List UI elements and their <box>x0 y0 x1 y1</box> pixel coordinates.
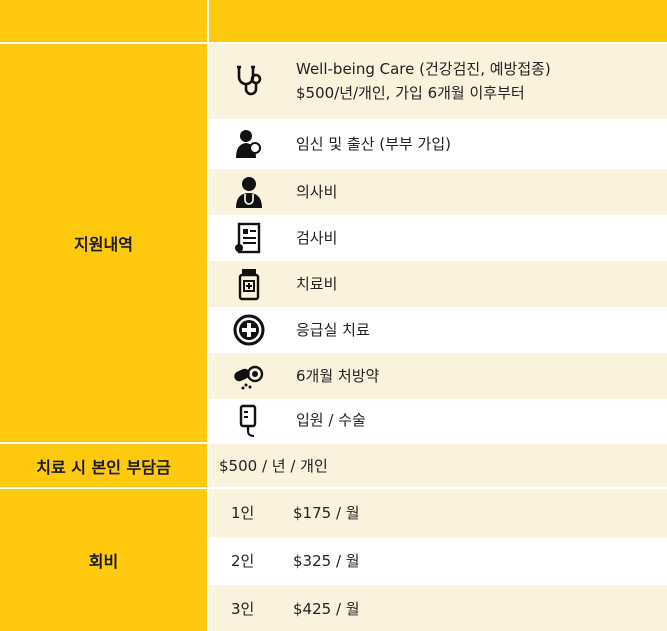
benefit-row-wellbeing: Well-being Care (건강검진, 예방접종) $500/년/개인, … <box>209 44 667 119</box>
benefit-wellbeing-line2: $500/년/개인, 가입 6개월 이후부터 <box>296 84 525 102</box>
benefit-hospital-text: 입원 / 수술 <box>296 411 366 429</box>
deductible-value: $500 / 년 / 개인 <box>219 457 328 475</box>
fees-label-cell: 회비 <box>0 489 207 631</box>
benefit-row-emergency: 응급실 치료 <box>209 307 667 353</box>
header-right-cell <box>209 0 667 42</box>
benefit-row-prescription: 6개월 처방약 <box>209 353 667 399</box>
stethoscope-icon <box>229 61 269 101</box>
iv-bag-icon <box>229 401 269 441</box>
deductible-row: $500 / 년 / 개인 <box>209 444 667 487</box>
benefit-row-doctor: 의사비 <box>209 169 667 215</box>
benefits-label-cell: 지원내역 <box>0 44 207 442</box>
benefit-row-tests: 검사비 <box>209 215 667 261</box>
fee-price-1: $175 / 월 <box>293 504 360 522</box>
benefit-wellbeing-line1: Well-being Care (건강검진, 예방접종) <box>296 60 551 78</box>
doctor-icon <box>229 172 269 212</box>
benefit-row-pregnancy: 임신 및 출산 (부부 가입) <box>209 119 667 169</box>
benefit-tests-text: 검사비 <box>296 229 338 247</box>
fee-price-2: $325 / 월 <box>293 552 360 570</box>
medical-cross-icon <box>229 310 269 350</box>
header-left-cell <box>0 0 207 42</box>
benefit-doctor-text: 의사비 <box>296 183 338 201</box>
deductible-label: 치료 시 본인 부담금 <box>36 457 171 477</box>
fee-count-2: 2인 <box>231 552 255 570</box>
fee-row-1: 1인 $175 / 월 <box>209 489 667 537</box>
benefits-label: 지원내역 <box>74 235 133 254</box>
fee-count-1: 1인 <box>231 504 255 522</box>
pills-icon <box>229 356 269 396</box>
deductible-label-cell: 치료 시 본인 부담금 <box>0 444 207 487</box>
mother-baby-icon <box>229 124 269 164</box>
clipboard-icon <box>229 218 269 258</box>
fees-label: 회비 <box>88 552 119 571</box>
benefit-row-hospital: 입원 / 수술 <box>209 399 667 442</box>
benefit-treatment-text: 치료비 <box>296 275 338 293</box>
fee-count-3: 3인 <box>231 600 255 618</box>
fee-price-3: $425 / 월 <box>293 600 360 618</box>
benefit-emergency-text: 응급실 치료 <box>296 321 370 339</box>
benefit-pregnancy-text: 임신 및 출산 (부부 가입) <box>296 135 451 153</box>
benefit-row-treatment: 치료비 <box>209 261 667 307</box>
medicine-bottle-icon <box>229 264 269 304</box>
benefit-prescription-text: 6개월 처방약 <box>296 367 380 385</box>
fee-row-3: 3인 $425 / 월 <box>209 585 667 631</box>
fee-row-2: 2인 $325 / 월 <box>209 537 667 585</box>
benefit-wellbeing-text: Well-being Care (건강검진, 예방접종) $500/년/개인, … <box>296 57 551 105</box>
